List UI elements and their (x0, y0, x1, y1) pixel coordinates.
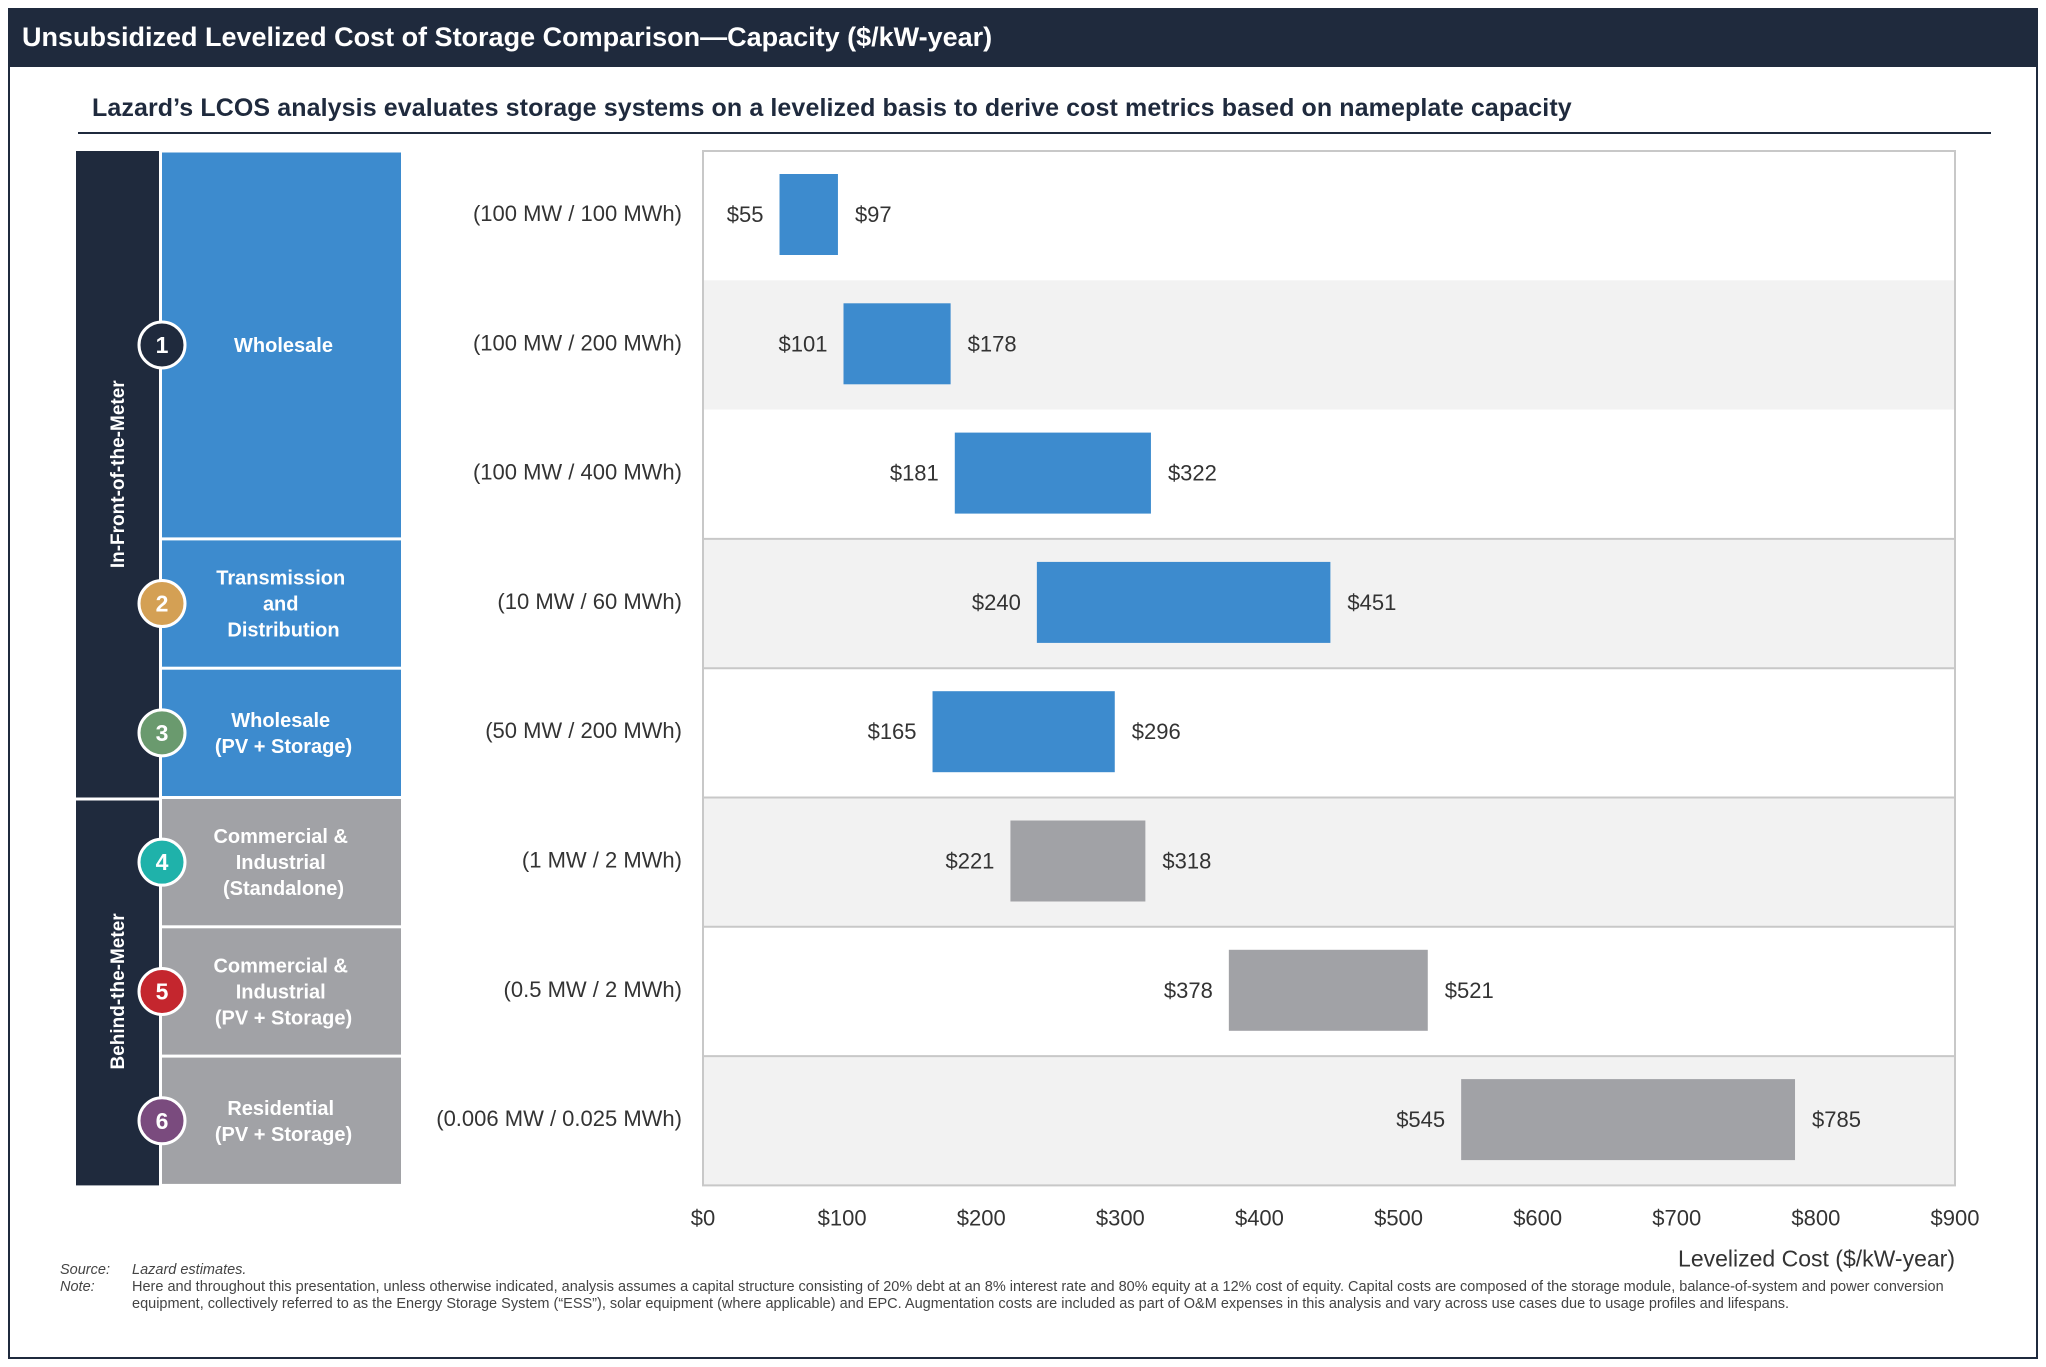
range-bar (954, 432, 1151, 514)
x-tick-label: $500 (1374, 1205, 1423, 1230)
general-note: Note: Here and throughout this presentat… (60, 1279, 1990, 1313)
footnotes: Source: Lazard estimates. Note: Here and… (60, 1262, 1990, 1313)
low-value-label: $221 (945, 849, 994, 874)
use-case-label: Transmission and Distribution (216, 568, 351, 642)
low-value-label: $545 (1396, 1107, 1445, 1132)
use-case-box (162, 152, 401, 538)
group-label-behind: Behind-the-Meter (108, 913, 129, 1070)
use-case-label: Wholesale (PV + Storage) (215, 710, 352, 758)
high-value-label: $322 (1168, 461, 1217, 486)
x-axis-label: Levelized Cost ($/kW-year) (1678, 1245, 1955, 1271)
plot-border (702, 150, 1956, 1187)
range-bar (932, 691, 1115, 773)
range-bar (1228, 949, 1428, 1031)
size-label: (0.5 MW / 2 MWh) (504, 977, 682, 1002)
use-case-number: 6 (156, 1108, 169, 1134)
x-tick-label: $200 (957, 1205, 1006, 1230)
x-tick-label: $100 (818, 1205, 867, 1230)
use-case-label: Residential (PV + Storage) (215, 1098, 352, 1146)
size-label: (10 MW / 60 MWh) (497, 589, 682, 614)
use-case-badge (137, 837, 187, 887)
use-case-label: Commercial & Industrial (Standalone) (213, 826, 353, 900)
x-tick-label: $400 (1235, 1205, 1284, 1230)
low-value-label: $181 (890, 461, 939, 486)
subtitle-divider (78, 132, 1991, 134)
use-case-box (162, 799, 401, 926)
size-label: (100 MW / 400 MWh) (473, 460, 682, 485)
use-case-number: 4 (156, 849, 169, 875)
high-value-label: $521 (1445, 978, 1494, 1003)
high-value-label: $296 (1132, 719, 1181, 744)
high-value-label: $318 (1162, 849, 1211, 874)
use-case-box (162, 928, 401, 1055)
x-tick-label: $300 (1096, 1205, 1145, 1230)
note-text: Here and throughout this presentation, u… (132, 1279, 1944, 1312)
use-case-badge (137, 579, 187, 629)
low-value-label: $165 (868, 719, 917, 744)
x-tick-label: $0 (691, 1205, 715, 1230)
x-tick-label: $700 (1652, 1205, 1701, 1230)
low-value-label: $378 (1164, 978, 1213, 1003)
note-key: Note: (60, 1279, 95, 1295)
range-bar (1036, 561, 1331, 643)
high-value-label: $178 (968, 331, 1017, 356)
high-value-label: $785 (1812, 1107, 1861, 1132)
size-label: (1 MW / 2 MWh) (522, 848, 682, 873)
size-label: (50 MW / 200 MWh) (485, 718, 682, 743)
subtitle: Lazard’s LCOS analysis evaluates storage… (92, 94, 1572, 122)
high-value-label: $97 (855, 202, 892, 227)
use-case-number: 3 (156, 720, 169, 746)
row-band (703, 797, 1955, 927)
use-case-label: Commercial & Industrial (PV + Storage) (213, 955, 353, 1029)
low-value-label: $55 (727, 202, 764, 227)
source-note: Source: Lazard estimates. (60, 1262, 1990, 1279)
x-tick-label: $900 (1931, 1205, 1980, 1230)
low-value-label: $240 (972, 590, 1021, 615)
size-label: (100 MW / 200 MWh) (473, 330, 682, 355)
range-bar (1010, 820, 1146, 902)
use-case-number: 2 (156, 591, 169, 617)
range-bar (1461, 1079, 1796, 1161)
size-label: (100 MW / 100 MWh) (473, 201, 682, 226)
use-case-number: 1 (156, 332, 169, 358)
group-in-front-panel (76, 151, 159, 798)
use-case-box (162, 1057, 401, 1184)
size-label: (0.006 MW / 0.025 MWh) (436, 1106, 682, 1131)
use-case-badge (137, 1096, 187, 1146)
source-key: Source: (60, 1262, 110, 1278)
high-value-label: $451 (1347, 590, 1396, 615)
group-label-in-front: In-Front-of-the-Meter (108, 380, 129, 568)
use-case-label: Wholesale (234, 335, 333, 357)
x-tick-label: $600 (1513, 1205, 1562, 1230)
use-case-box (162, 669, 401, 796)
x-tick-label: $800 (1791, 1205, 1840, 1230)
use-case-badge (137, 320, 187, 370)
range-bar (779, 174, 838, 255)
source-text: Lazard estimates. (132, 1262, 247, 1278)
use-case-number: 5 (156, 978, 169, 1004)
page-title: Unsubsidized Levelized Cost of Storage C… (8, 8, 2038, 67)
use-case-badge (137, 966, 187, 1016)
use-case-box (162, 540, 401, 667)
use-case-badge (137, 708, 187, 758)
range-bar (843, 303, 951, 385)
low-value-label: $101 (779, 331, 828, 356)
